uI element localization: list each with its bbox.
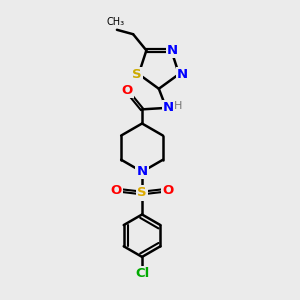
Text: H: H	[174, 100, 183, 110]
Text: N: N	[177, 68, 188, 81]
Text: CH₃: CH₃	[106, 17, 124, 27]
Text: N: N	[167, 44, 178, 57]
Text: S: S	[132, 68, 142, 81]
Text: O: O	[110, 184, 122, 196]
Text: N: N	[136, 165, 148, 178]
Text: S: S	[137, 187, 147, 200]
Text: O: O	[162, 184, 174, 196]
Text: O: O	[122, 84, 133, 97]
Text: N: N	[163, 101, 174, 114]
Text: Cl: Cl	[135, 267, 149, 280]
